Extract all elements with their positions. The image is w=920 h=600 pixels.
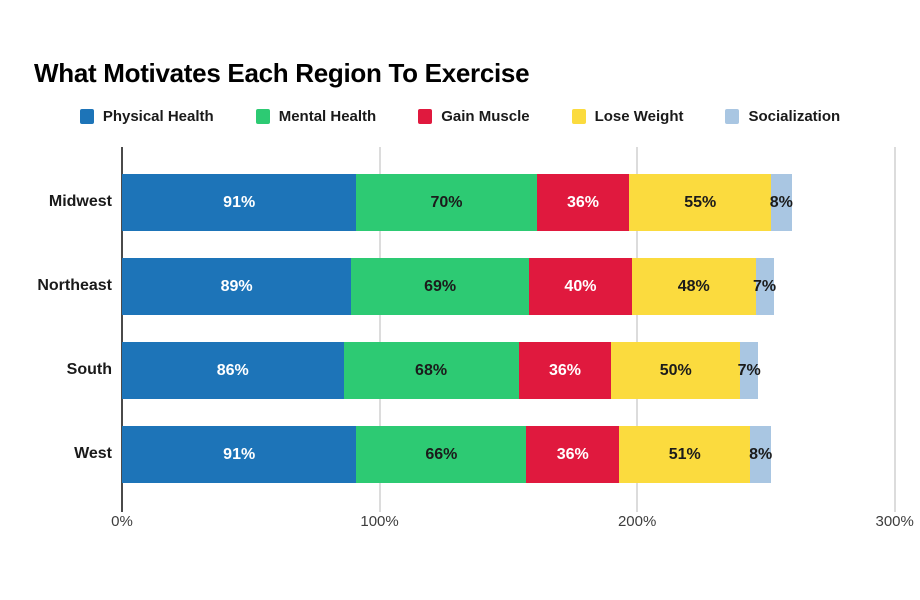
gridline-200 [636,147,639,512]
bar-value-label: 86% [216,361,249,379]
bar-value-label: 36% [548,361,582,379]
legend-label: Socialization [748,108,841,125]
legend-label: Gain Muscle [441,108,530,125]
category-label-west: West [74,444,112,462]
bar-row-northeast: 89% 69% 40% 48% 7% [122,258,777,315]
y-axis-line [121,147,123,512]
bar-value-label: 50% [659,361,692,379]
legend-item-physical-health: Physical Health [79,108,214,125]
bar-segment-lose-weight: 51% [619,426,751,483]
bar-value-label: 91% [223,445,256,463]
bar-segment-mental-health: 66% [356,426,527,483]
bar-segment-mental-health: 70% [356,174,537,231]
bar-segment-physical-health: 91% [122,174,357,231]
bar-segment-mental-health: 68% [343,342,519,399]
bar-value-label: 70% [430,193,463,211]
bar-segment-lose-weight: 50% [611,342,741,399]
bar-segment-physical-health: 86% [122,342,344,399]
bar-segment-gain-muscle: 36% [526,426,620,483]
chart-legend: Physical Health Mental Health Gain Muscle L… [0,108,920,125]
category-label-south: South [66,360,112,378]
category-label-northeast: Northeast [37,276,112,294]
bar-segment-mental-health: 69% [351,258,529,315]
chart-title: What Motivates Each Region To Exercise [34,58,530,88]
legend-label: Mental Health [278,108,377,125]
x-tick-label-0: 0% [111,513,133,530]
legend-swatch-icon [725,109,740,124]
bar-row-midwest: 91% 70% 36% 55% 8% [122,174,793,231]
legend-item-lose-weight: Lose Weight [571,108,684,125]
bar-value-label: 69% [424,277,457,295]
legend-swatch-icon [418,109,433,124]
legend-item-mental-health: Mental Health [255,108,377,125]
category-label-midwest: Midwest [48,192,112,210]
legend-swatch-icon [571,109,586,124]
bar-segment-socialization: 8% [749,426,773,483]
x-tick-label-300: 300% [875,513,914,530]
bar-segment-socialization: 7% [753,258,777,315]
bar-segment-gain-muscle: 36% [536,174,630,231]
bar-row-south: 86% 68% 36% 50% 7% [122,342,761,399]
bar-value-label: 7% [753,277,777,295]
bar-value-label: 89% [220,277,253,295]
plot-area: 91% 70% 36% 55% 8% 89% 69% 40% 48% 7% 86% 68% 36% 50%… [121,147,905,512]
gridline-100 [378,147,381,512]
bar-value-label: 36% [567,193,600,211]
x-tick-label-100: 100% [360,513,399,530]
bar-value-label: 51% [668,445,701,463]
gridline-300 [893,147,896,512]
bar-value-label: 68% [415,361,448,379]
bar-segment-gain-muscle: 36% [518,342,612,399]
legend-item-gain-muscle: Gain Muscle [418,108,530,125]
bar-value-label: 55% [684,193,717,211]
bar-segment-lose-weight: 48% [631,258,756,315]
bar-segment-physical-health: 89% [122,258,352,315]
bar-segment-gain-muscle: 40% [528,258,632,315]
bar-value-label: 8% [749,445,773,463]
bar-value-label: 91% [223,193,256,211]
bar-row-west: 91% 66% 36% 51% 8% [122,426,773,483]
bar-value-label: 48% [677,277,710,295]
legend-label: Physical Health [102,108,214,125]
bar-value-label: 36% [556,445,589,463]
bar-segment-socialization: 7% [737,342,761,399]
bar-value-label: 66% [425,445,458,463]
x-tick-label-200: 200% [617,513,657,530]
bar-segment-lose-weight: 55% [629,174,772,231]
bar-segment-socialization: 8% [769,174,793,231]
legend-label: Lose Weight [594,108,684,125]
legend-item-socialization: Socialization [725,108,840,125]
legend-swatch-icon [79,109,94,124]
bar-value-label: 8% [769,193,793,211]
bar-value-label: 7% [737,361,761,379]
legend-swatch-icon [255,109,270,124]
bar-segment-physical-health: 91% [122,426,357,483]
bar-value-label: 40% [564,277,597,295]
